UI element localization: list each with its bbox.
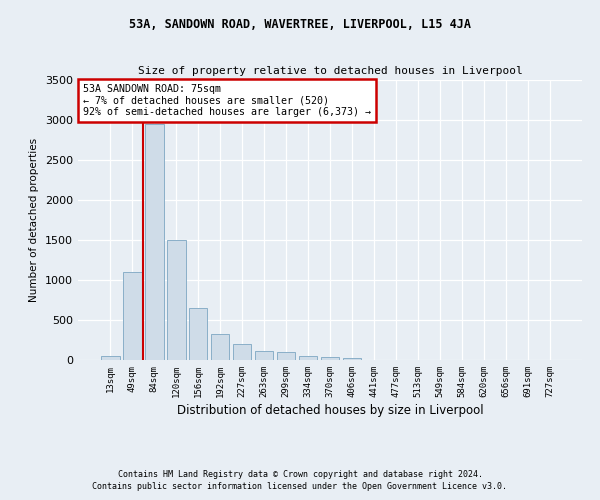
Bar [299, 356, 317, 360]
Text: 53A SANDOWN ROAD: 75sqm
← 7% of detached houses are smaller (520)
92% of semi-de: 53A SANDOWN ROAD: 75sqm ← 7% of detached… [83, 84, 371, 117]
X-axis label: Distribution of detached houses by size in Liverpool: Distribution of detached houses by size … [176, 404, 484, 417]
Bar [123, 272, 142, 360]
Text: 53A, SANDOWN ROAD, WAVERTREE, LIVERPOOL, L15 4JA: 53A, SANDOWN ROAD, WAVERTREE, LIVERPOOL,… [129, 18, 471, 30]
Bar [343, 358, 361, 360]
Text: Contains HM Land Registry data © Crown copyright and database right 2024.: Contains HM Land Registry data © Crown c… [118, 470, 482, 479]
Bar [167, 240, 185, 360]
Text: Contains public sector information licensed under the Open Government Licence v3: Contains public sector information licen… [92, 482, 508, 491]
Bar [101, 356, 119, 360]
Title: Size of property relative to detached houses in Liverpool: Size of property relative to detached ho… [137, 66, 523, 76]
Bar [320, 357, 340, 360]
Y-axis label: Number of detached properties: Number of detached properties [29, 138, 40, 302]
Bar [189, 308, 208, 360]
Bar [211, 334, 229, 360]
Bar [255, 351, 274, 360]
Bar [145, 124, 164, 360]
Bar [233, 344, 251, 360]
Bar [277, 352, 295, 360]
